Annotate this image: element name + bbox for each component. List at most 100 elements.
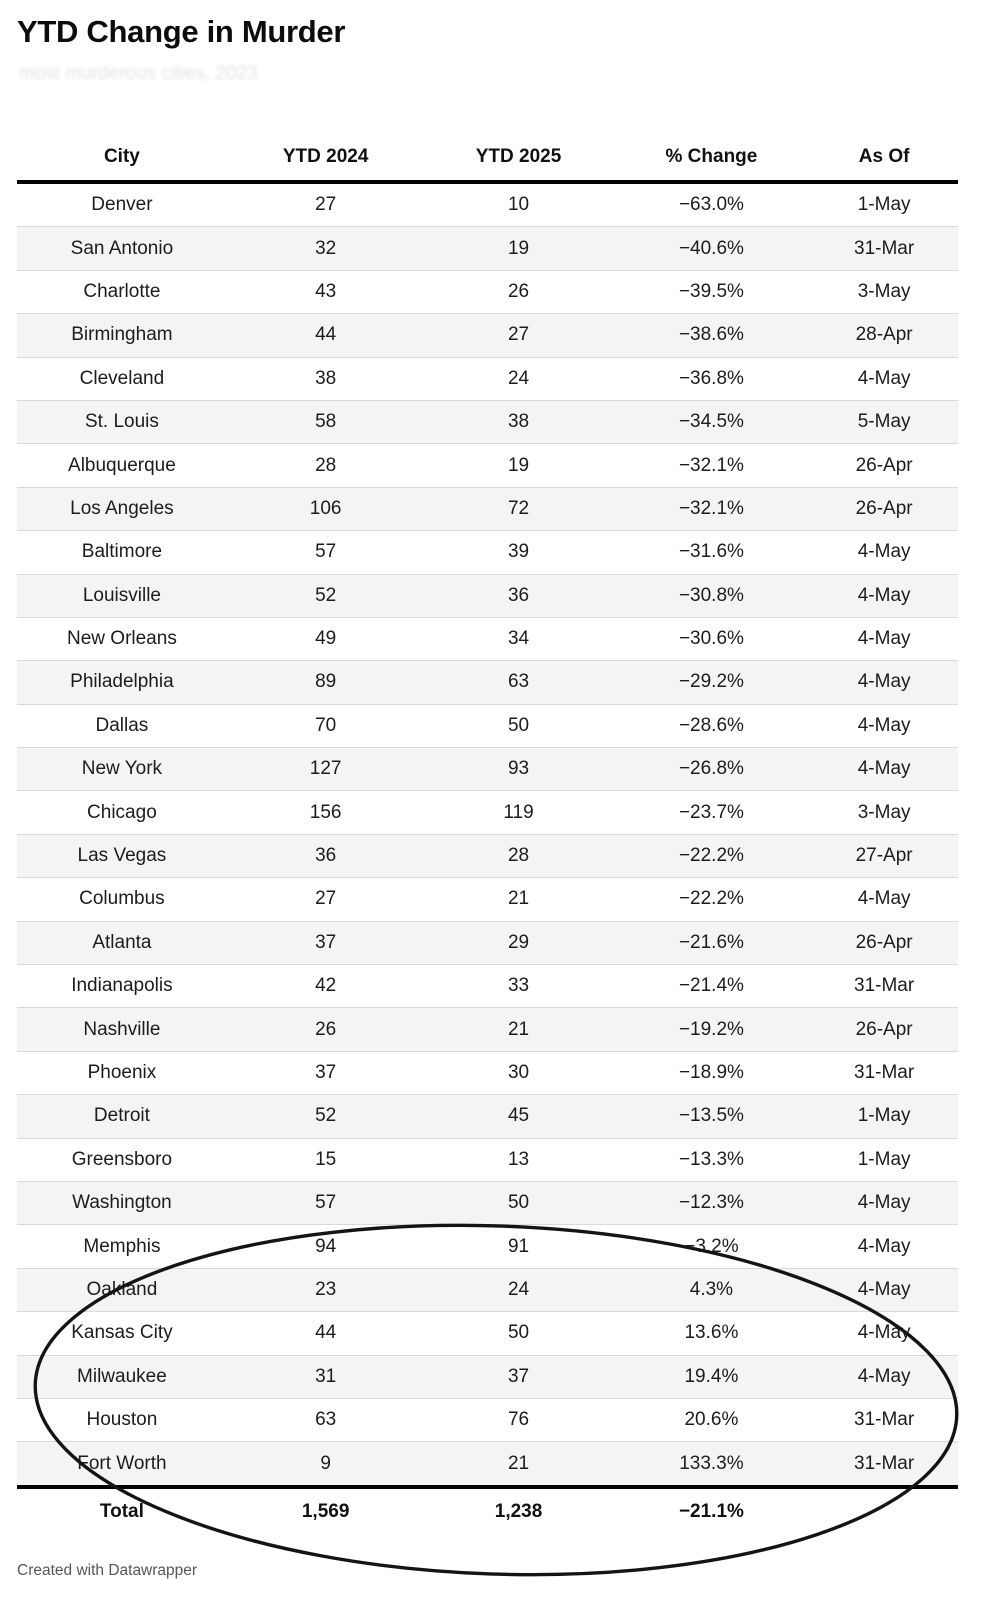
- cell-as-of: 28-Apr: [810, 313, 958, 358]
- cell-ytd-2024: 52: [226, 573, 425, 618]
- cell-ytd-2025: 39: [424, 530, 613, 575]
- cell-pct-change: −13.5%: [612, 1094, 811, 1139]
- cell-ytd-2025: 34: [424, 616, 613, 661]
- cell-ytd-2025: 27: [424, 313, 613, 358]
- cell-pct-change: −31.6%: [612, 530, 811, 575]
- cell-ytd-2024: 9: [226, 1441, 425, 1487]
- cell-city: Nashville: [17, 1007, 227, 1052]
- cell-city: Los Angeles: [17, 486, 227, 531]
- cell-ytd-2024: 52: [226, 1094, 425, 1139]
- cell-city: Fort Worth: [17, 1441, 227, 1487]
- cell-city: Memphis: [17, 1224, 227, 1269]
- cell-pct-change: 19.4%: [612, 1354, 811, 1399]
- table-row: Louisville 52 36 −30.8% 4-May: [17, 573, 958, 618]
- cell-pct-change: −34.5%: [612, 399, 811, 444]
- cell-ytd-2024: 94: [226, 1224, 425, 1269]
- cell-pct-change: 133.3%: [612, 1441, 811, 1487]
- cell-city: Cleveland: [17, 356, 227, 401]
- cell-pct-change: −13.3%: [612, 1137, 811, 1182]
- cell-as-of: 4-May: [810, 703, 958, 748]
- table-footer: Total 1,569 1,238 −21.1%: [17, 1484, 958, 1536]
- cell-city: Atlanta: [17, 920, 227, 965]
- cell-pct-change: −28.6%: [612, 703, 811, 748]
- table-row: Indianapolis 42 33 −21.4% 31-Mar: [17, 964, 958, 1008]
- cell-ytd-2025: 21: [424, 1441, 613, 1487]
- cell-as-of: 5-May: [810, 399, 958, 444]
- cell-as-of: 4-May: [810, 1180, 958, 1225]
- cell-city: Las Vegas: [17, 833, 227, 878]
- cell-ytd-2025: 10: [507, 194, 530, 216]
- column-header-ytd-2025: YTD 2025: [424, 133, 613, 184]
- cell-city: New Orleans: [17, 616, 227, 661]
- chart-title: YTD Change in Murder: [17, 14, 346, 49]
- cell-pct-change: −12.3%: [612, 1180, 811, 1225]
- cell-ytd-2024: 23: [226, 1267, 425, 1312]
- cell-pct-change: −39.5%: [612, 269, 811, 314]
- cell-ytd-2024: 49: [226, 616, 425, 661]
- cell-ytd-2024: 42: [226, 964, 425, 1008]
- table-row: Denver 27 10 −63.0% 1-May: [17, 182, 958, 227]
- cell-city: Louisville: [17, 573, 227, 618]
- table-row: Atlanta 37 29 −21.6% 26-Apr: [17, 920, 958, 965]
- cell-ytd-2025: 37: [424, 1354, 613, 1399]
- cell-ytd-2025: 50: [424, 1311, 613, 1356]
- cell-ytd-2025: 13: [424, 1137, 613, 1182]
- cell-ytd-2024: 127: [226, 747, 425, 791]
- cell-as-of: 1-May: [810, 1137, 958, 1182]
- cell-city: Baltimore: [17, 530, 227, 575]
- cell-city: Columbus: [17, 877, 227, 922]
- table-body: Denver 27 10 −63.0% 1-May San Antonio 32 19 −40.…: [17, 182, 958, 1487]
- cell-ytd-2025: 19: [424, 226, 613, 271]
- cell-as-of: 4-May: [810, 877, 958, 922]
- table-row: Detroit 52 45 −13.5% 1-May: [17, 1094, 958, 1139]
- cell-ytd-2024: 31: [226, 1354, 425, 1399]
- cell-city: Phoenix: [17, 1050, 227, 1095]
- total-as-of: [810, 1484, 958, 1536]
- cell-as-of: 4-May: [810, 616, 958, 661]
- cell-ytd-2025: 50: [424, 1180, 613, 1225]
- table-row: Cleveland 38 24 −36.8% 4-May: [17, 356, 958, 401]
- cell-pct-change: 20.6%: [612, 1397, 811, 1442]
- table-row: Fort Worth 9 21 133.3% 31-Mar: [17, 1441, 958, 1487]
- cell-ytd-2025: 45: [424, 1094, 613, 1139]
- cell-pct-change: −26.8%: [612, 747, 811, 791]
- cell-ytd-2025: 63: [424, 660, 613, 705]
- cell-city: Detroit: [17, 1094, 227, 1139]
- cell-as-of: 4-May: [810, 573, 958, 618]
- cell-pct-change: −22.2%: [612, 833, 811, 878]
- cell-as-of: 26-Apr: [810, 920, 958, 965]
- table-row: Houston 63 76 20.6% 31-Mar: [17, 1397, 958, 1442]
- cell-pct-change: −23.7%: [612, 790, 811, 835]
- cell-ytd-2025: 36: [424, 573, 613, 618]
- table-row: San Antonio 32 19 −40.6% 31-Mar: [17, 226, 958, 271]
- cell-pct-change: −30.8%: [612, 573, 811, 618]
- cell-ytd-2024: 37: [226, 920, 425, 965]
- total-ytd-2024: 1,569: [226, 1484, 425, 1536]
- cell-as-of: 4-May: [810, 660, 958, 705]
- cell-ytd-2024: 58: [226, 399, 425, 444]
- cell-as-of: 31-Mar: [810, 1397, 958, 1442]
- cell-pct-change: −63.0%: [678, 194, 744, 216]
- cell-ytd-2024: 43: [226, 269, 425, 314]
- cell-ytd-2024: 44: [226, 1311, 425, 1356]
- cell-city: San Antonio: [17, 226, 227, 271]
- table-row: Las Vegas 36 28 −22.2% 27-Apr: [17, 833, 958, 878]
- cell-city: Chicago: [17, 790, 227, 835]
- table-row: Albuquerque 28 19 −32.1% 26-Apr: [17, 443, 958, 488]
- cell-ytd-2025: 93: [424, 747, 613, 791]
- cell-ytd-2025: 19: [424, 443, 613, 488]
- cell-as-of: 31-Mar: [810, 964, 958, 1008]
- table-row: New York 127 93 −26.8% 4-May: [17, 747, 958, 791]
- cell-as-of: 31-Mar: [810, 226, 958, 271]
- cell-as-of: 4-May: [810, 1311, 958, 1356]
- cell-city: Washington: [17, 1180, 227, 1225]
- table-row: Phoenix 37 30 −18.9% 31-Mar: [17, 1050, 958, 1095]
- cell-ytd-2024: 32: [226, 226, 425, 271]
- cell-ytd-2024: 57: [226, 1180, 425, 1225]
- cell-as-of: 4-May: [810, 1267, 958, 1312]
- table-row: Kansas City 44 50 13.6% 4-May: [17, 1311, 958, 1356]
- cell-as-of: 4-May: [810, 1224, 958, 1269]
- cell-as-of: 26-Apr: [810, 443, 958, 488]
- cell-ytd-2025: 50: [424, 703, 613, 748]
- cell-ytd-2024: 27: [226, 877, 425, 922]
